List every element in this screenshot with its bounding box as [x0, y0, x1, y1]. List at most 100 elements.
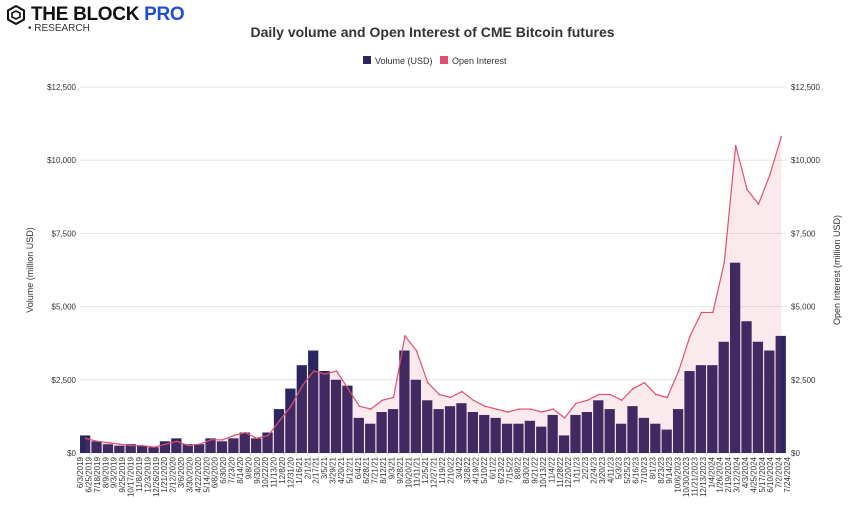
volume-bar: [296, 365, 307, 453]
oi-point: [278, 419, 281, 422]
x-tick-label: 9/28/21: [396, 456, 405, 483]
x-tick-label: 12/31/20: [286, 456, 295, 488]
x-tick-label: 1/11/23: [573, 456, 582, 483]
x-tick-label: 6/10/2024: [766, 456, 775, 492]
x-tick-label: 6/30/20: [219, 456, 228, 483]
oi-point: [210, 439, 212, 441]
x-tick-label: 12/3/2019: [143, 456, 152, 492]
volume-bar: [581, 412, 593, 453]
volume-bar: [125, 444, 136, 453]
x-tick-label: 12/8/20: [278, 456, 287, 483]
y-tick-label: $7,500: [52, 229, 77, 238]
oi-point: [586, 399, 589, 402]
oi-point: [655, 393, 657, 396]
oi-point: [769, 174, 771, 176]
oi-point: [666, 396, 669, 399]
x-tick-label: 2/17/21: [312, 456, 321, 483]
oi-point: [358, 405, 361, 407]
y-tick-label: $0: [67, 449, 76, 458]
y-tick-label: $2,500: [52, 376, 77, 385]
oi-point: [529, 408, 532, 410]
oi-point: [221, 439, 224, 441]
oi-point: [107, 441, 110, 444]
x-tick-label: 4/11/23: [606, 456, 615, 483]
volume-bar: [536, 426, 547, 453]
oi-point: [164, 443, 167, 446]
x-tick-label: 3/6/2020: [177, 456, 186, 488]
x-tick-label: 6/16/23: [632, 456, 641, 483]
volume-bar: [684, 371, 695, 453]
x-tick-label: 12/5/21: [421, 456, 430, 483]
volume-bar: [171, 438, 182, 453]
oi-point: [141, 444, 144, 447]
x-tick-label: 12/13/2023: [699, 456, 708, 497]
x-tick-label: 6/23/22: [497, 456, 506, 483]
x-tick-label: 4/19/22: [472, 456, 481, 483]
volume-bar: [718, 341, 729, 453]
oi-point: [176, 440, 178, 443]
x-tick-label: 2/19/2024: [724, 456, 733, 492]
volume-bar: [239, 432, 250, 453]
x-tick-label: 3/28/22: [463, 456, 472, 483]
oi-point: [312, 370, 315, 372]
oi-point: [130, 444, 133, 447]
volume-bar: [524, 420, 535, 453]
volume-bar: [729, 262, 741, 453]
oi-point: [518, 408, 520, 410]
volume-bar: [615, 423, 627, 453]
x-tick-label: 7/18/2019: [93, 456, 102, 492]
volume-bar: [308, 350, 319, 453]
oi-point: [381, 399, 383, 402]
oi-point: [609, 393, 612, 396]
volume-bar: [148, 447, 159, 453]
volume-bar: [661, 429, 672, 453]
oi-point: [598, 393, 600, 396]
volume-bar: [228, 438, 239, 453]
oi-point: [484, 405, 486, 407]
x-tick-label: 11/28/22: [556, 456, 565, 487]
oi-point: [620, 399, 623, 402]
x-tick-label: 6/25/2019: [84, 456, 93, 492]
oi-point: [689, 335, 691, 337]
oi-point: [233, 434, 235, 437]
x-tick-label: 4/22/2020: [194, 456, 203, 492]
brand-subtitle: • RESEARCH: [28, 23, 90, 34]
oi-point: [700, 311, 703, 314]
x-tick-label: 7/23/20: [228, 456, 237, 483]
x-tick-label: 3/20/23: [598, 456, 607, 483]
x-tick-label: 9/21/22: [531, 456, 540, 483]
oi-point: [746, 188, 748, 191]
x-tick-label: 11/4/22: [547, 456, 556, 483]
x-tick-label: 8/8/22: [514, 456, 523, 479]
volume-bar: [387, 409, 399, 453]
y2-tick-label: $2,500: [791, 376, 816, 385]
x-tick-label: 8/12/21: [379, 456, 388, 483]
volume-bar: [399, 350, 410, 453]
x-tick-label: 11/21/2023: [690, 456, 699, 496]
y2-tick-label: $12,500: [791, 83, 820, 92]
legend-label-oi: Open Interest: [452, 56, 507, 66]
x-tick-label: 9/14/23: [665, 456, 674, 483]
legend-label-volume: Volume (USD): [375, 56, 433, 66]
x-tick-label: 10/20/21: [404, 456, 413, 488]
oi-point: [426, 381, 429, 384]
x-tick-label: 8/9/2019: [101, 456, 110, 488]
x-tick-label: 5/3/23: [615, 456, 624, 479]
x-tick-label: 1/4/2024: [707, 456, 716, 488]
x-tick-label: 3/4/22: [455, 456, 464, 479]
oi-point: [153, 446, 155, 448]
x-tick-label: 1/26/2024: [716, 456, 725, 492]
x-tick-label: 4/3/2024: [741, 456, 750, 488]
oi-area: [85, 136, 782, 453]
oi-point: [723, 261, 726, 264]
x-tick-label: 6/1/22: [488, 456, 497, 479]
oi-point: [449, 396, 452, 399]
x-tick-label: 8/30/22: [522, 456, 531, 483]
legend: Volume (USD) Open Interest: [363, 56, 507, 66]
x-tick-label: 2/24/23: [589, 456, 598, 483]
volume-bar: [342, 385, 353, 453]
x-tick-label: 7/2/2024: [775, 456, 784, 488]
y-axis-label: Volume (million USD): [25, 227, 35, 313]
